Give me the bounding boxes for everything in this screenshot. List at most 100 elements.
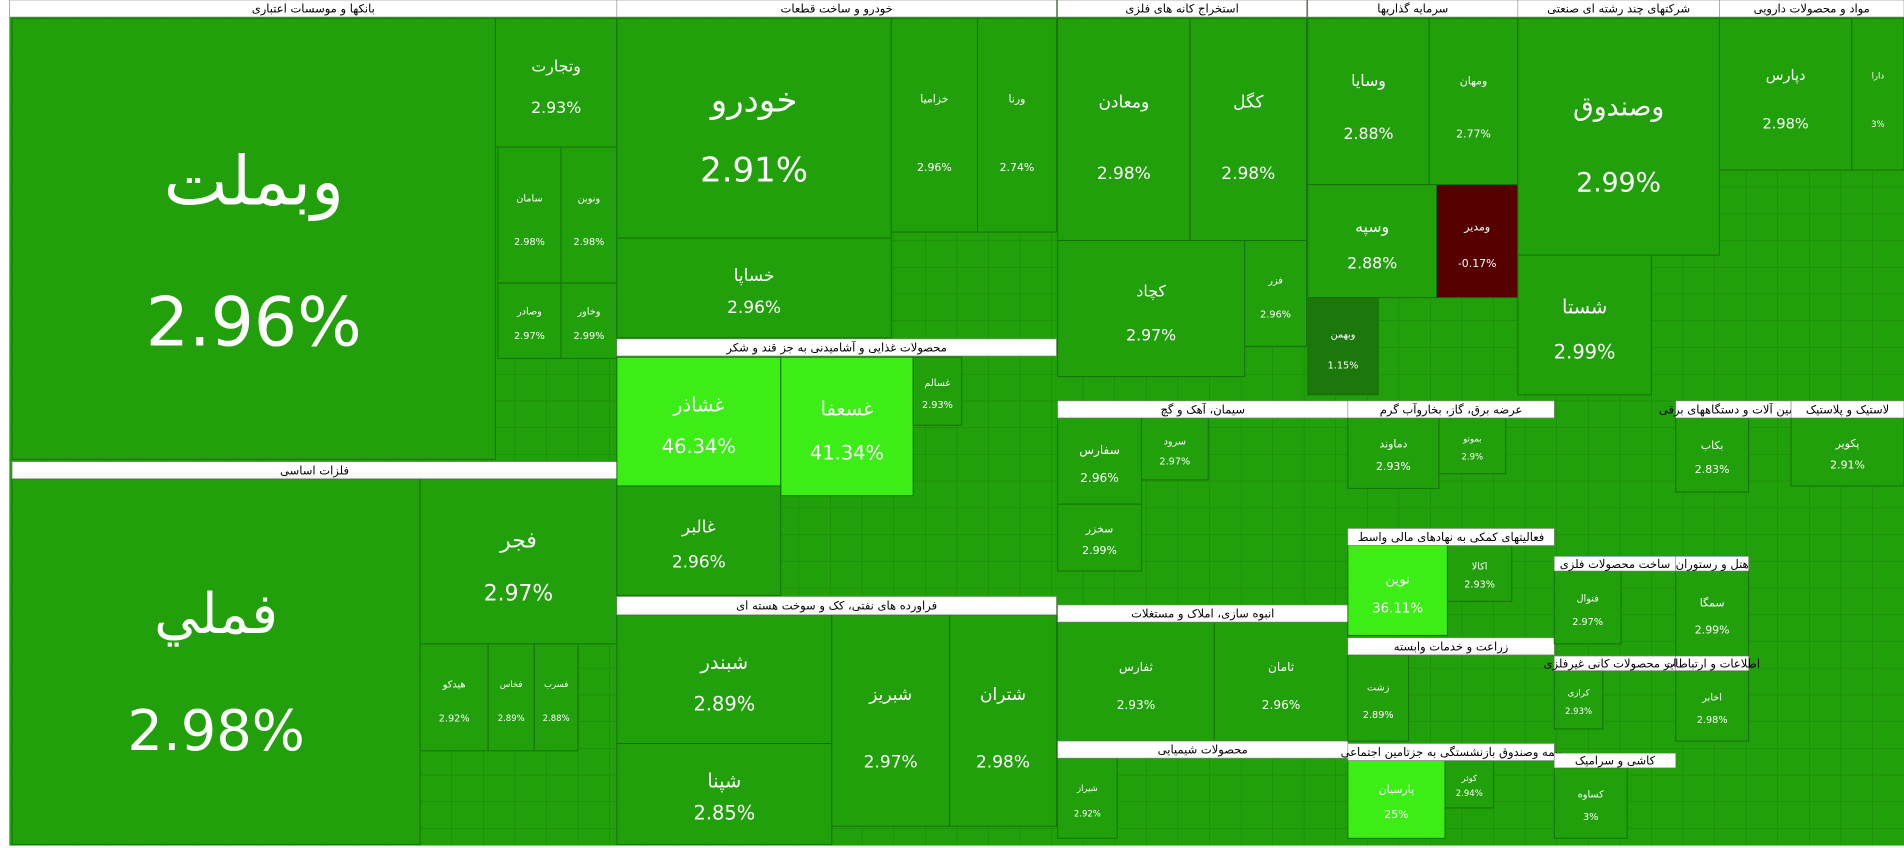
tile-value: 2.96% — [727, 298, 781, 318]
sector-name: شرکتهای چند رشته ای صنعتی — [1547, 2, 1690, 17]
tile — [1057, 17, 1191, 242]
sector-name: مواد و محصولات دارویی — [1754, 2, 1870, 17]
tile-name: کوثر — [1461, 774, 1478, 784]
tile — [949, 614, 1057, 827]
tile-value: 2.96% — [672, 552, 726, 572]
tile-name: ومهان — [1460, 74, 1488, 87]
tile — [1057, 240, 1246, 378]
tile-value: 2.85% — [693, 802, 755, 825]
tile-name: دارا — [1872, 71, 1885, 81]
tile-name: شپنا — [707, 769, 741, 792]
tile — [1851, 17, 1904, 171]
sector-name: عرضه برق، گاز، بخاروآب گرم — [1380, 403, 1523, 418]
tile — [1675, 570, 1750, 657]
tile — [1057, 757, 1118, 839]
tile — [890, 17, 978, 233]
tile-value: 2.93% — [531, 98, 581, 117]
sector-header — [616, 596, 1057, 616]
tile — [1057, 503, 1142, 572]
tile-value: 2.93% — [1565, 707, 1592, 717]
tile-name: کگل — [1233, 92, 1264, 113]
tile-value: 2.9% — [1462, 453, 1484, 463]
tile-name: هیدکو — [442, 680, 466, 691]
tile-value: 2.96% — [1260, 310, 1291, 321]
tile-value: 2.88% — [1347, 253, 1397, 272]
sector-name: بانکها و موسسات اعتباری — [252, 2, 375, 17]
sector-name: هتل و رستوران — [1676, 557, 1749, 572]
sector-header — [1347, 637, 1555, 656]
tile — [1057, 417, 1142, 505]
tile-name: وتجارت — [531, 57, 580, 77]
tile — [1446, 545, 1513, 602]
tile-value: 2.93% — [922, 400, 953, 411]
tile-name: اخابر — [1701, 692, 1722, 703]
tile — [1675, 417, 1750, 493]
tile-value: 3% — [1583, 812, 1598, 823]
tile-name: فنوال — [1577, 594, 1599, 605]
tile-name: دماوند — [1379, 438, 1407, 451]
tile-value: 25% — [1384, 808, 1408, 821]
sector-name: محصولات شیمیایی — [1158, 743, 1248, 758]
tile — [1517, 254, 1652, 396]
tile-name: نوین — [1385, 573, 1410, 588]
tile — [560, 282, 618, 359]
tile-name: غالبر — [681, 518, 716, 538]
tile-value: 2.96% — [917, 161, 952, 174]
tile-value: 41.34% — [810, 442, 884, 465]
tile-name: وصندوق — [1573, 92, 1664, 123]
tile-name: کچاد — [1136, 282, 1166, 301]
tile-value: 2.92% — [439, 714, 470, 725]
tile — [1553, 670, 1604, 730]
tile-name: فسرب — [544, 680, 568, 690]
tile-value: 2.93% — [1117, 698, 1156, 712]
tile-name: سخزر — [1085, 523, 1114, 536]
tile — [1790, 417, 1904, 487]
tile-value: 2.98% — [976, 753, 1030, 773]
tile-value: 2.99% — [1695, 624, 1730, 637]
tile-name: غسعفا — [821, 397, 874, 420]
tile — [1517, 17, 1720, 256]
tile-value: 2.99% — [1082, 544, 1117, 557]
tile-value: 2.97% — [1159, 456, 1190, 467]
tile-name: پارسیان — [1379, 783, 1414, 796]
sector-header — [1675, 556, 1749, 572]
tile-name: شبندر — [700, 651, 749, 674]
sector-name: ماشین آلات و دستگاههای برقی — [1659, 403, 1808, 418]
sector-header — [1347, 400, 1555, 419]
sector-name: فعالیتهای کمکی به نهادهای مالی واسط — [1358, 530, 1544, 545]
sector-header — [1057, 0, 1307, 18]
sector-name: فلزات اساسی — [280, 463, 349, 478]
tile-name: غشاذر — [672, 394, 724, 417]
tile-value: 2.94% — [1456, 789, 1483, 799]
sector-header — [1347, 528, 1555, 546]
tile — [11, 478, 421, 845]
tile-value: 2.74% — [1000, 161, 1035, 174]
tile-value: 2.96% — [1080, 471, 1119, 485]
tile — [1244, 240, 1308, 347]
tile-name: وبملت — [164, 142, 344, 221]
tile-value: 2.98% — [127, 699, 304, 764]
tile-value: 2.89% — [693, 692, 755, 715]
tile-value: 2.97% — [1126, 325, 1176, 344]
tile-name: خزامیا — [920, 92, 948, 105]
tile-name: شیراز — [1076, 784, 1098, 794]
tile-value: 2.98% — [1221, 164, 1275, 184]
tile-name: اکالا — [1472, 562, 1488, 573]
tile-value: 2.88% — [543, 714, 570, 724]
tile-value: 36.11% — [1372, 601, 1423, 616]
tile — [1347, 654, 1410, 742]
tile-value: 2.92% — [1074, 810, 1101, 820]
tile — [780, 356, 914, 497]
tile-name: وسایا — [1351, 71, 1386, 91]
tile-value: 2.99% — [574, 331, 605, 342]
tile-value: 2.98% — [1097, 164, 1151, 184]
tile-value: 2.88% — [1343, 124, 1393, 143]
tile — [1307, 184, 1437, 299]
tile — [912, 356, 963, 426]
tile-name: شستا — [1562, 296, 1607, 319]
sector-header — [616, 338, 1057, 357]
tile — [1347, 417, 1440, 489]
sector-name: زراعت و خدمات وابسته — [1394, 639, 1509, 654]
tile-name: فملي — [154, 582, 278, 647]
